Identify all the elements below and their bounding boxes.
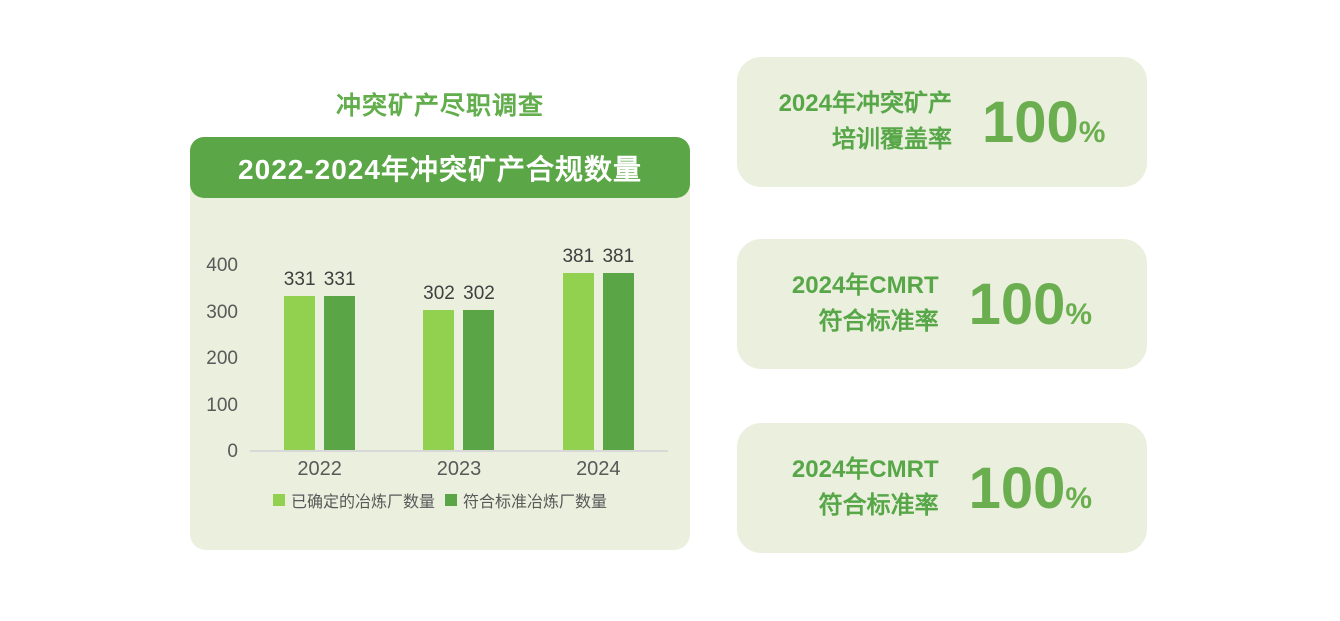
percent-sign: % bbox=[1065, 297, 1093, 331]
y-tick-label: 300 bbox=[206, 301, 238, 323]
stat-label-line1: 2024年冲突矿产 bbox=[778, 90, 952, 117]
stat-label-line2: 符合标准率 bbox=[818, 492, 939, 519]
x-axis: 2022 2023 2024 bbox=[250, 458, 668, 481]
bar: 381 bbox=[602, 246, 634, 450]
stat-label: 2024年冲突矿产 培训覆盖率 bbox=[779, 86, 952, 158]
stat-number: 100 bbox=[968, 271, 1066, 337]
legend-item: 已确定的冶炼厂数量 bbox=[272, 488, 435, 512]
bar: 331 bbox=[324, 269, 356, 450]
stat-label-line1: 2024年CMRT bbox=[791, 272, 939, 299]
stat-number: 100 bbox=[981, 89, 1079, 155]
bar-group-2023: 302 302 bbox=[423, 283, 495, 450]
bar-value-label: 331 bbox=[323, 269, 356, 291]
stat-label-line2: 符合标准率 bbox=[818, 308, 939, 335]
y-tick-label: 200 bbox=[206, 348, 238, 369]
bar: 331 bbox=[284, 269, 316, 450]
y-tick-label: 0 bbox=[227, 441, 238, 462]
stat-value: 100% bbox=[969, 271, 1092, 338]
y-tick-label: 100 bbox=[206, 394, 238, 416]
y-axis: 0 100 200 300 400 bbox=[190, 255, 238, 462]
legend-swatch-icon bbox=[445, 494, 457, 506]
stat-number: 100 bbox=[968, 455, 1066, 521]
stat-card-cmrt-compliance-2: 2024年CMRT 符合标准率 100% bbox=[737, 423, 1147, 553]
stat-value: 100% bbox=[969, 455, 1092, 522]
bar: 302 bbox=[423, 283, 455, 450]
percent-sign: % bbox=[1078, 115, 1106, 149]
stat-label-line1: 2024年CMRT bbox=[791, 456, 939, 483]
chart-panel: 2022-2024年冲突矿产合规数量 0 100 200 300 400 331 331 3… bbox=[190, 137, 690, 550]
stat-label-line2: 培训覆盖率 bbox=[831, 126, 952, 153]
stat-label: 2024年CMRT 符合标准率 bbox=[792, 452, 939, 524]
y-tick-label: 400 bbox=[206, 255, 238, 276]
stat-label: 2024年CMRT 符合标准率 bbox=[792, 268, 939, 340]
bar: 381 bbox=[562, 246, 594, 450]
stat-value: 100% bbox=[982, 89, 1105, 156]
chart-title: 2022-2024年冲突矿产合规数量 bbox=[190, 137, 690, 198]
bar-value-label: 331 bbox=[283, 269, 316, 291]
x-tick-label: 2023 bbox=[436, 458, 482, 480]
legend-swatch-icon bbox=[272, 494, 285, 506]
legend-item: 符合标准冶炼厂数量 bbox=[445, 488, 607, 512]
x-tick-label: 2024 bbox=[576, 458, 621, 480]
bar-value-label: 302 bbox=[423, 282, 455, 304]
bar-value-label: 302 bbox=[463, 282, 495, 304]
legend-label: 符合标准冶炼厂数量 bbox=[463, 494, 608, 511]
section-title: 冲突矿产尽职调查 bbox=[335, 92, 544, 120]
chart-legend: 已确定的冶炼厂数量 符合标准冶炼厂数量 bbox=[190, 488, 690, 512]
legend-label: 已确定的冶炼厂数量 bbox=[290, 494, 435, 511]
bar-value-label: 381 bbox=[602, 245, 635, 267]
x-tick-label: 2022 bbox=[297, 458, 342, 480]
bar-value-label: 381 bbox=[562, 245, 595, 267]
stat-card-cmrt-compliance-1: 2024年CMRT 符合标准率 100% bbox=[737, 239, 1147, 369]
stat-card-training-coverage: 2024年冲突矿产 培训覆盖率 100% bbox=[737, 57, 1147, 187]
percent-sign: % bbox=[1065, 481, 1093, 515]
bar-group-2022: 331 331 bbox=[284, 269, 356, 450]
bar-group-2024: 381 381 bbox=[562, 246, 634, 450]
plot-area: 331 331 302 302 381 381 bbox=[250, 246, 668, 452]
bar: 302 bbox=[463, 283, 495, 450]
